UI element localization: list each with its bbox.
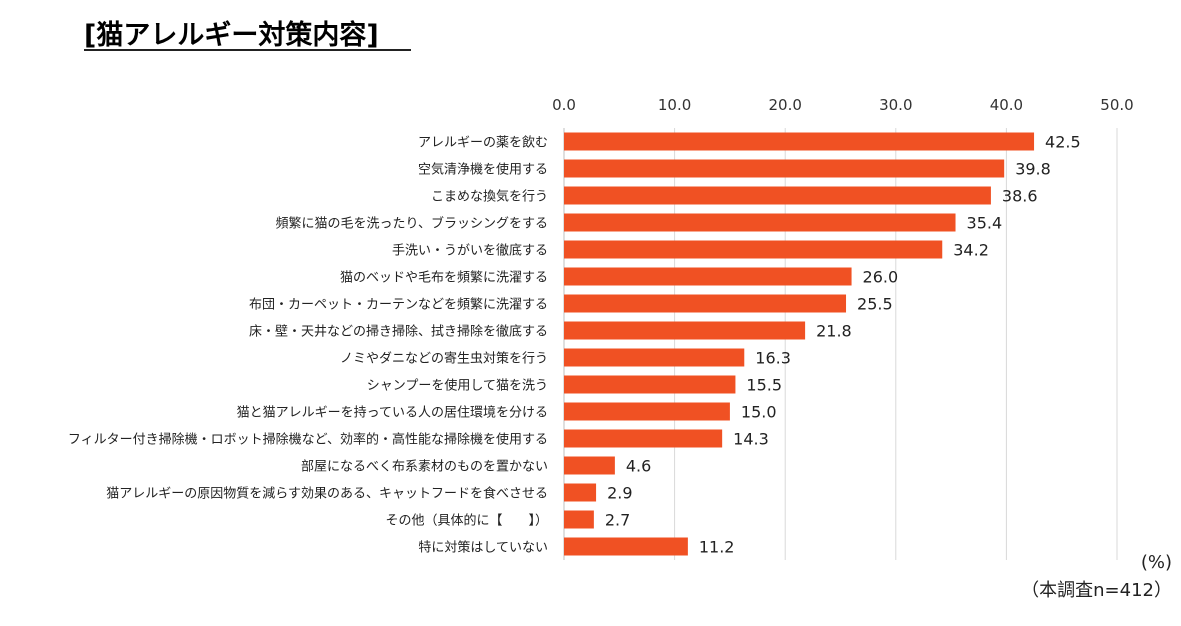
value-label: 2.9 [607, 484, 632, 503]
bar [564, 132, 1035, 151]
value-label: 34.2 [953, 241, 989, 260]
category-label: 部屋になるべく布系素材のものを置かない [301, 460, 548, 475]
category-label: 特に対策はしていない [418, 540, 548, 556]
bars [564, 132, 1035, 556]
bar [564, 537, 688, 556]
category-label: 床・壁・天井などの掃き掃除、拭き掃除を徹底する [249, 324, 548, 340]
bar [564, 348, 745, 367]
bar [564, 321, 806, 340]
bar [564, 294, 847, 313]
x-tick-label: 40.0 [990, 96, 1023, 114]
x-tick-label: 0.0 [552, 96, 576, 114]
value-label: 35.4 [967, 214, 1003, 233]
category-label: アレルギーの薬を飲む [418, 135, 548, 151]
bar [564, 159, 1005, 178]
bar [564, 186, 991, 205]
x-tick-label: 50.0 [1100, 96, 1133, 114]
x-axis-ticks: 0.0 10.0 20.0 30.0 40.0 50.0 [552, 96, 1134, 114]
category-label: 猫と猫アレルギーを持っている人の居住環境を分ける [237, 406, 548, 421]
value-label: 16.3 [755, 349, 791, 368]
bar [564, 267, 852, 286]
bar [564, 510, 594, 529]
bar [564, 456, 615, 475]
category-label: フィルター付き掃除機・ロボット掃除機など、効率的・高性能な掃除機を使用する [68, 432, 548, 448]
category-labels: アレルギーの薬を飲む空気清浄機を使用するこまめな換気を行う頻繁に猫の毛を洗ったり… [68, 135, 548, 556]
category-label: 猫のベッドや毛布を頻繁に洗濯する [340, 270, 548, 286]
bar [564, 213, 956, 232]
unit-label: (%) [1141, 552, 1172, 573]
value-label: 38.6 [1002, 187, 1038, 206]
value-labels: 42.5 39.8 38.6 35.4 34.2 26.0 25.5 21.8 16.3 15.5… [605, 133, 1081, 557]
category-label: 空気清浄機を使用する [418, 162, 548, 178]
value-label: 42.5 [1045, 133, 1081, 152]
category-label: 頻繁に猫の毛を洗ったり、ブラッシングをする [276, 216, 548, 232]
bar [564, 402, 730, 421]
value-label: 15.0 [741, 403, 777, 422]
value-label: 2.7 [605, 511, 630, 530]
value-label: 4.6 [626, 457, 651, 476]
value-label: 25.5 [857, 295, 893, 314]
category-label: 猫アレルギーの原因物質を減らす効果のある、キャットフードを食べさせる [106, 486, 548, 502]
value-label: 21.8 [816, 322, 852, 341]
chart-title: [猫アレルギー対策内容] [84, 19, 379, 51]
value-label: 11.2 [699, 538, 735, 557]
bar [564, 483, 597, 502]
bar [564, 429, 723, 448]
value-label: 26.0 [863, 268, 899, 287]
x-tick-label: 30.0 [879, 96, 912, 114]
x-tick-label: 20.0 [768, 96, 801, 114]
value-label: 14.3 [733, 430, 769, 449]
bar [564, 240, 943, 259]
category-label: 手洗い・うがいを徹底する [392, 243, 548, 259]
sample-note: （本調査n=412） [1021, 580, 1172, 601]
value-label: 39.8 [1015, 160, 1051, 179]
category-label: こまめな換気を行う [431, 189, 548, 205]
category-label: その他（具体的に【 】） [385, 513, 548, 529]
category-label: シャンプーを使用して猫を洗う [367, 378, 548, 394]
category-label: ノミやダニなどの寄生虫対策を行う [340, 351, 548, 367]
value-label: 15.5 [746, 376, 782, 395]
x-tick-label: 10.0 [658, 96, 691, 114]
category-label: 布団・カーペット・カーテンなどを頻繁に洗濯する [249, 297, 548, 313]
bar [564, 375, 736, 394]
